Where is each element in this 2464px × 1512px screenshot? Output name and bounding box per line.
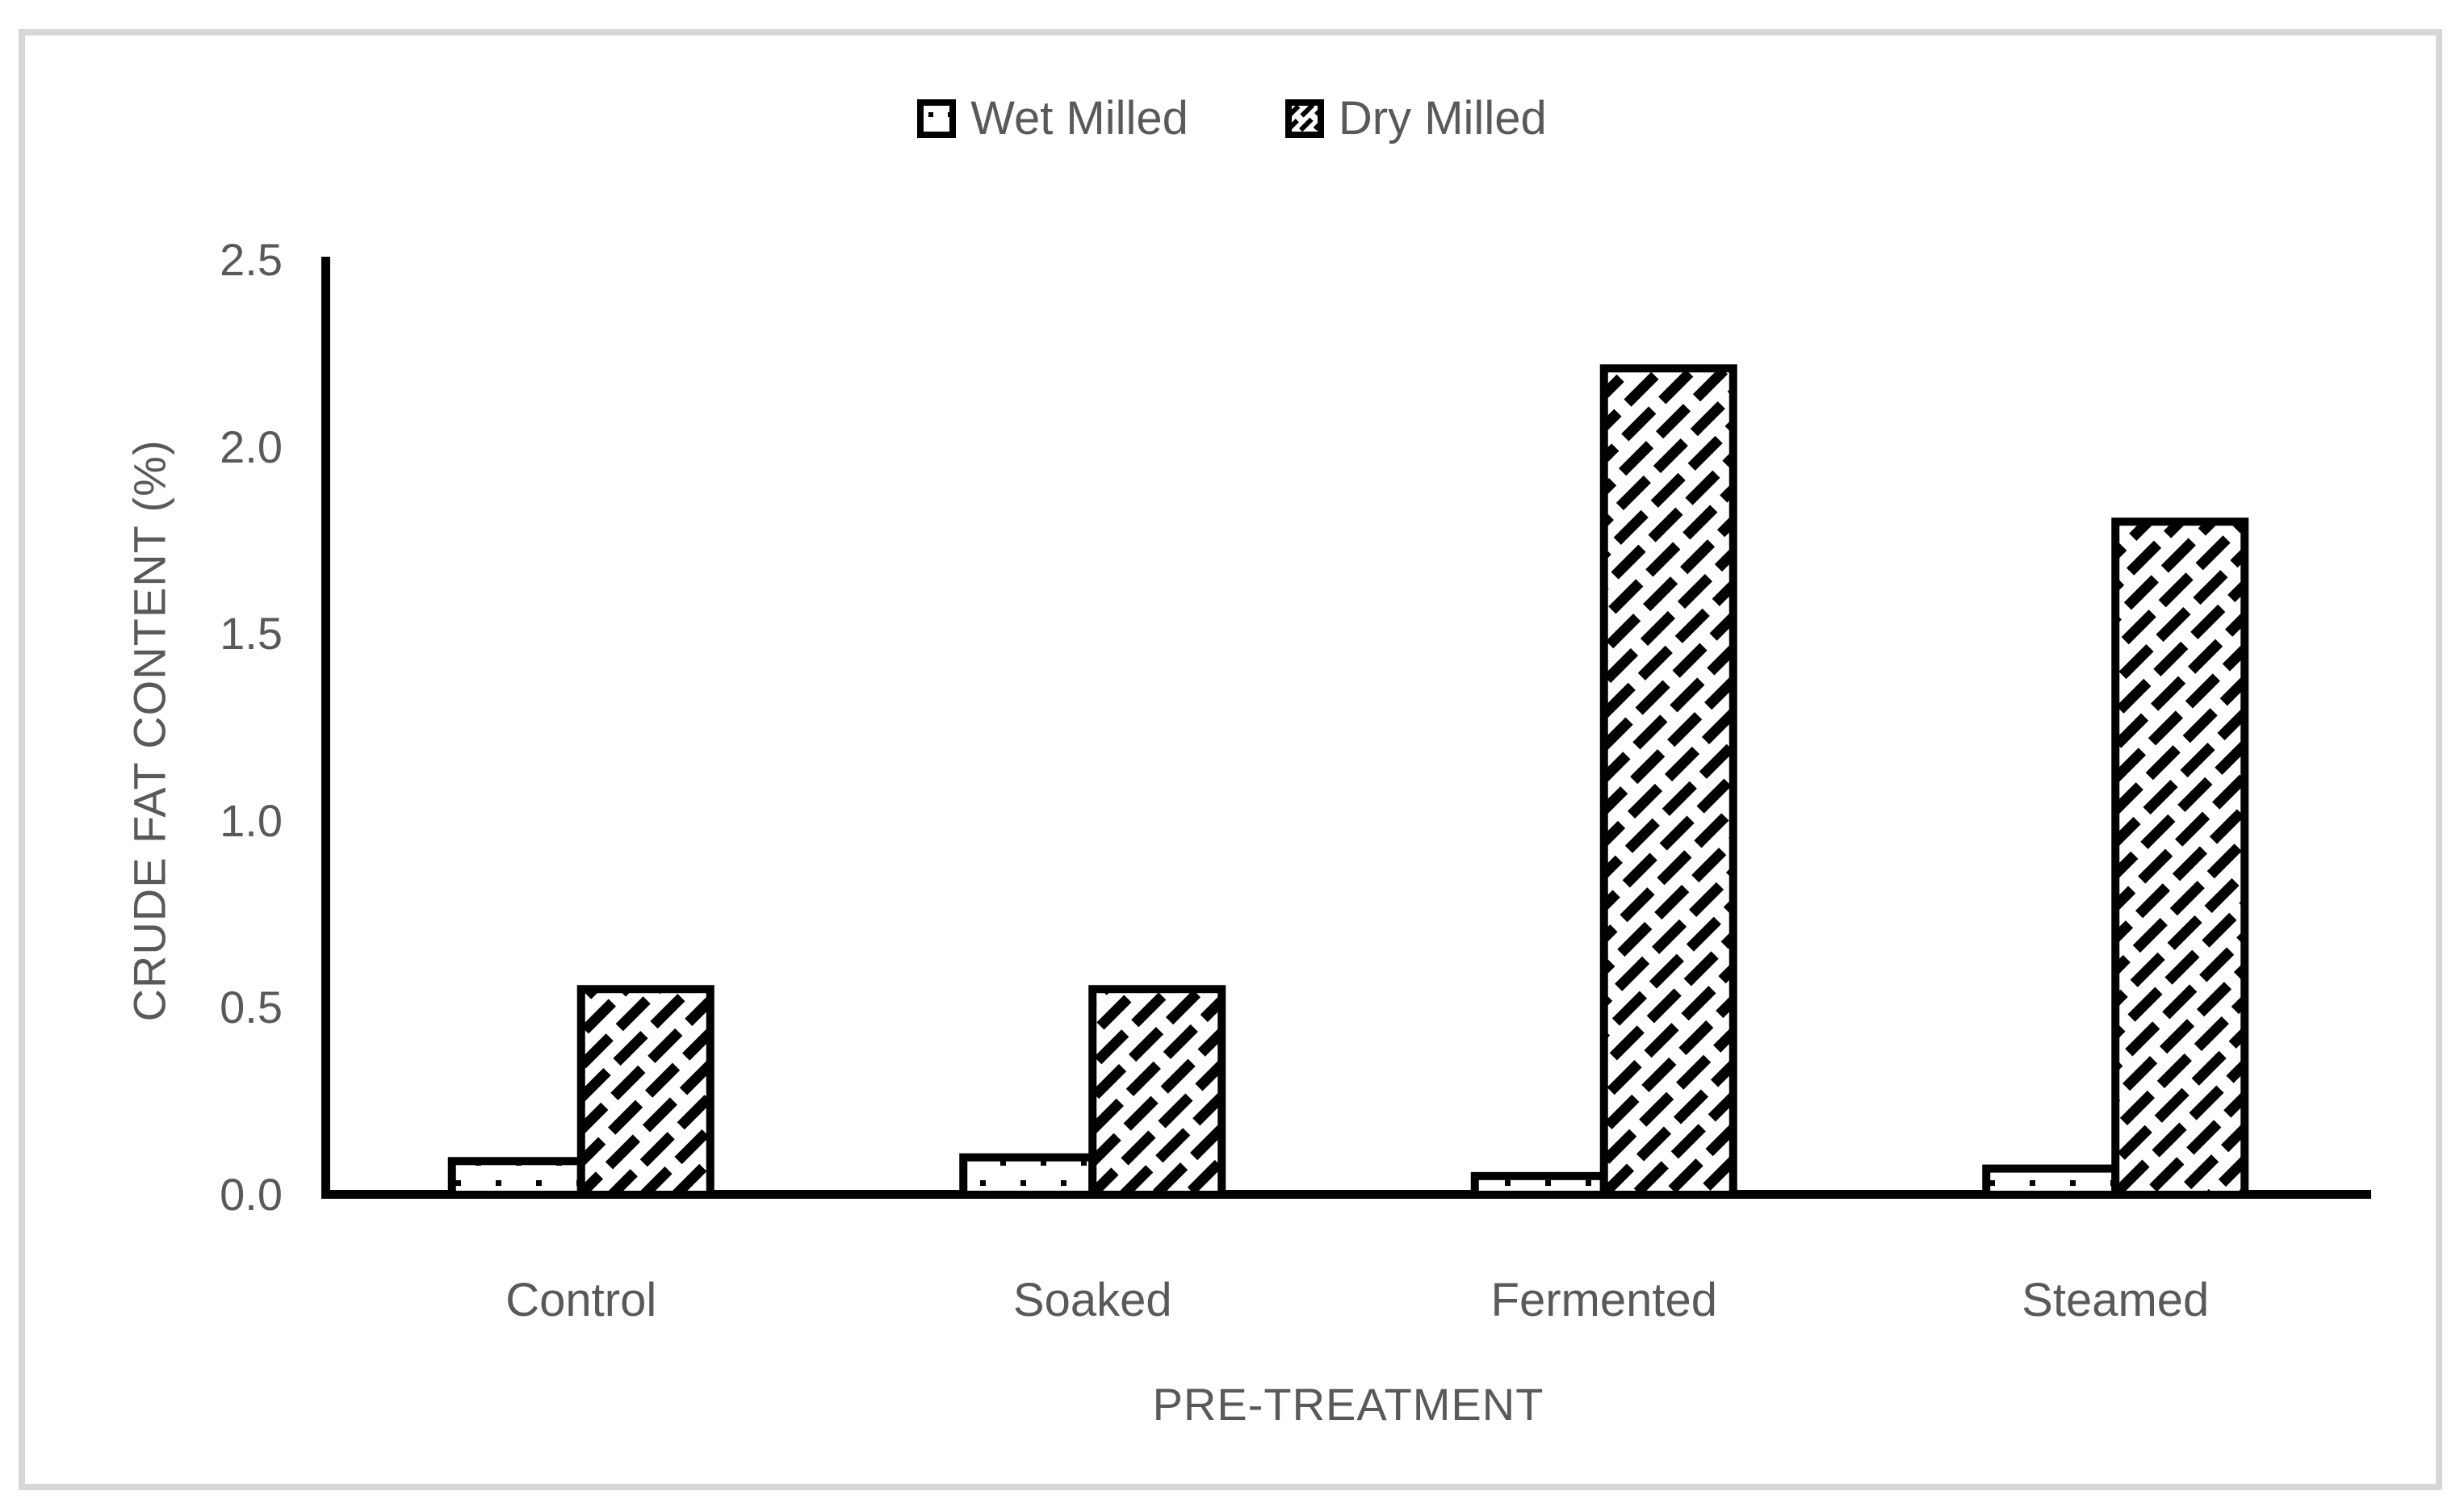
legend-item-dry-milled: Dry Milled: [1284, 92, 1547, 144]
chart-outer-frame: [19, 29, 2442, 1490]
legend-label: Wet Milled: [970, 92, 1188, 144]
y-tick-label-0.5: 0.5: [220, 982, 283, 1033]
y-tick-label-2.5: 2.5: [220, 234, 283, 285]
y-tick-label-0.0: 0.0: [220, 1169, 283, 1220]
y-axis-line: [321, 257, 330, 1199]
bar-dry-milled-steamed: [2111, 517, 2249, 1199]
legend-marker-diagonal-icon: [1284, 99, 1324, 138]
bar-dry-milled-soaked: [1088, 985, 1226, 1199]
legend-item-wet-milled: Wet Milled: [917, 95, 1188, 142]
bar-wet-milled-soaked: [959, 1153, 1097, 1200]
category-label-control: Control: [505, 1274, 657, 1326]
x-axis-title: PRE-TREATMENT: [1152, 1379, 1544, 1430]
bar-wet-milled-steamed: [1982, 1164, 2120, 1200]
category-label-steamed: Steamed: [2022, 1274, 2210, 1326]
bar-dry-milled-fermented: [1599, 364, 1737, 1199]
y-tick-label-1.5: 1.5: [220, 608, 283, 660]
category-label-fermented: Fermented: [1490, 1274, 1717, 1326]
category-label-soaked: Soaked: [1012, 1274, 1172, 1326]
y-tick-label-2.0: 2.0: [220, 421, 283, 472]
y-tick-label-1.0: 1.0: [220, 794, 283, 846]
legend-marker-dots-icon: [917, 99, 957, 138]
bar-dry-milled-control: [576, 985, 714, 1199]
legend-label: Dry Milled: [1338, 92, 1547, 144]
bar-wet-milled-control: [447, 1157, 585, 1200]
legend: Wet Milled Dry Milled: [0, 95, 2464, 142]
bar-wet-milled-fermented: [1470, 1171, 1608, 1199]
x-axis-line: [321, 1190, 2371, 1199]
